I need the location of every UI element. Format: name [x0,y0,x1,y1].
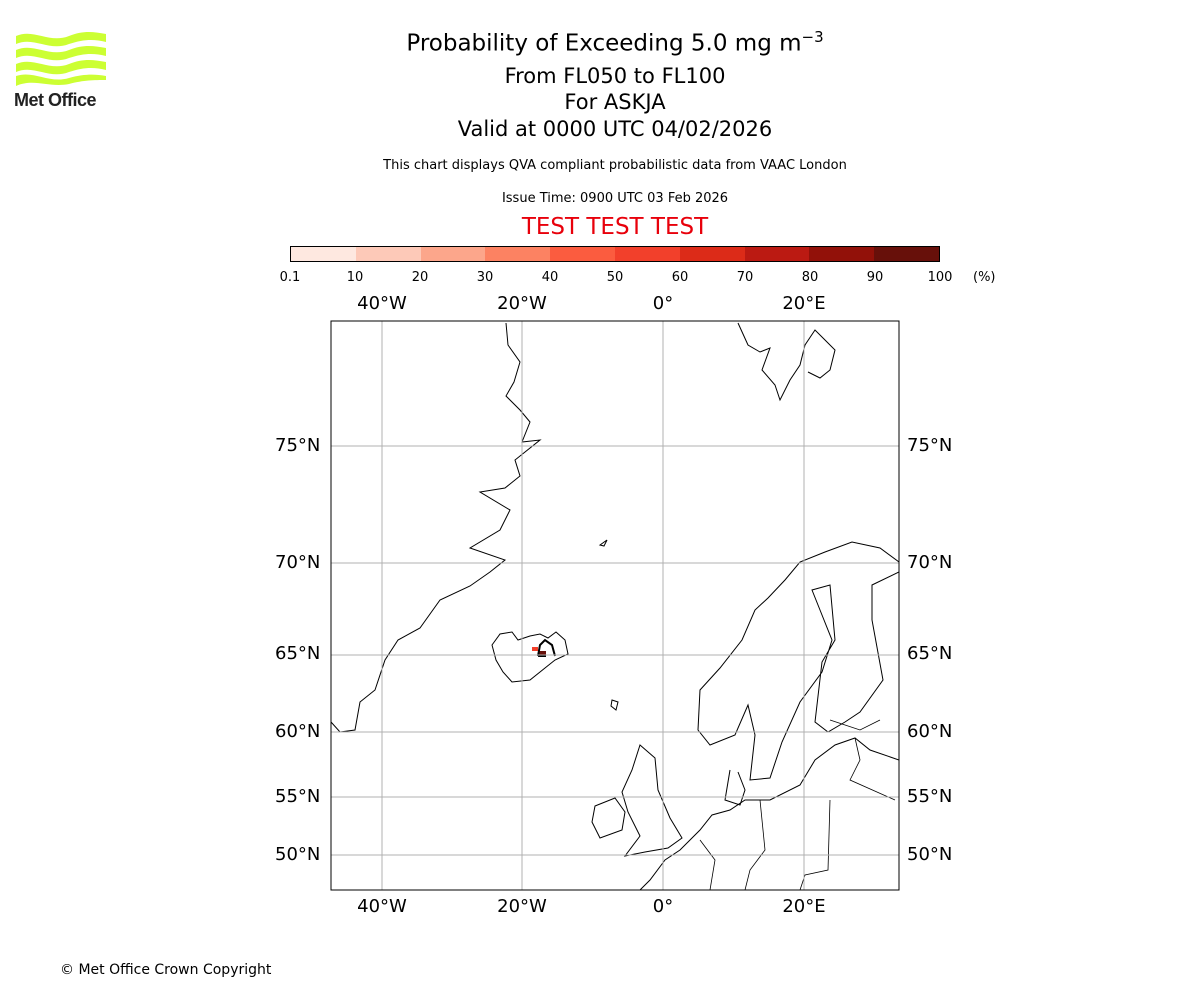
greenland-coast [331,322,542,733]
colorbar-segment [420,247,486,261]
lat-label-right: 60°N [907,721,953,742]
colorbar-tick-label: 50 [606,270,624,285]
met-office-logo [14,30,106,90]
lon-label-bottom: 40°W [357,896,407,917]
colorbar-segment [614,247,680,261]
lat-label-right: 55°N [907,786,953,807]
colorbar-tick-label: 30 [476,270,494,285]
valid-time: Valid at 0000 UTC 04/02/2026 [457,117,773,141]
test-banner: TEST TEST TEST [521,214,709,240]
lat-label-left: 65°N [275,643,321,664]
waves-logo-icon [16,32,106,86]
lat-label-right: 75°N [907,435,953,456]
chart-title: Probability of Exceeding 5.0 mg m−3 [406,28,824,57]
denmark-coast [724,769,746,806]
lat-label-left: 75°N [275,435,321,456]
issue-time: Issue Time: 0900 UTC 03 Feb 2026 [501,191,729,206]
map-frame [330,320,900,891]
lat-label-left: 50°N [275,844,321,865]
jan-mayen [598,539,608,547]
volcano-name: For ASKJA [564,90,666,114]
colorbar-segment [874,247,939,261]
colorbar-tick-label: 90 [866,270,884,285]
scandinavia-coast [697,541,899,781]
lon-label-top: 40°W [357,293,407,314]
lat-label-left: 55°N [275,786,321,807]
lon-label-top: 20°E [782,293,826,314]
lat-label-right: 50°N [907,844,953,865]
lat-label-right: 70°N [907,552,953,573]
colorbar-tick-label: 10 [346,270,364,285]
colorbar-segment [355,247,421,261]
lon-label-top: 0° [652,293,674,314]
colorbar-tick-label: 70 [736,270,754,285]
colorbar-tick-label: 40 [541,270,559,285]
svalbard-coast [737,322,836,402]
colorbar-unit: (%) [973,270,996,285]
ash-probability-area [532,638,556,657]
logo-text: Met Office [14,90,97,110]
lat-label-right: 65°N [907,643,953,664]
lon-label-top: 20°W [497,293,547,314]
colorbar-segment [485,247,551,261]
faroe-islands [610,699,619,711]
copyright: © Met Office Crown Copyright [60,962,272,978]
colorbar-tick-label: 20 [411,270,429,285]
colorbar-tick-label: 60 [671,270,689,285]
borders [699,719,896,890]
colorbar-segment [550,247,615,261]
flight-level-range: From FL050 to FL100 [504,64,726,88]
lon-label-bottom: 0° [652,896,674,917]
colorbar-tick-label: 0.1 [279,270,301,285]
lon-label-bottom: 20°E [782,896,826,917]
ireland-coast [591,797,626,839]
subtitle: This chart displays QVA compliant probab… [383,158,847,173]
graticule [331,321,899,890]
britain-coast [621,744,683,857]
colorbar-tick-label: 100 [927,270,953,285]
colorbar-segment [809,247,875,261]
lat-label-left: 60°N [275,721,321,742]
baltic-coast [639,737,899,890]
iceland-coast [491,631,569,683]
colorbar-segment [679,247,745,261]
colorbar-segment [744,247,810,261]
coastlines [331,322,899,890]
colorbar-tick-label: 80 [801,270,819,285]
lat-label-left: 70°N [275,552,321,573]
colorbar-segment [291,247,356,261]
lon-label-bottom: 20°W [497,896,547,917]
colorbar [290,246,940,262]
